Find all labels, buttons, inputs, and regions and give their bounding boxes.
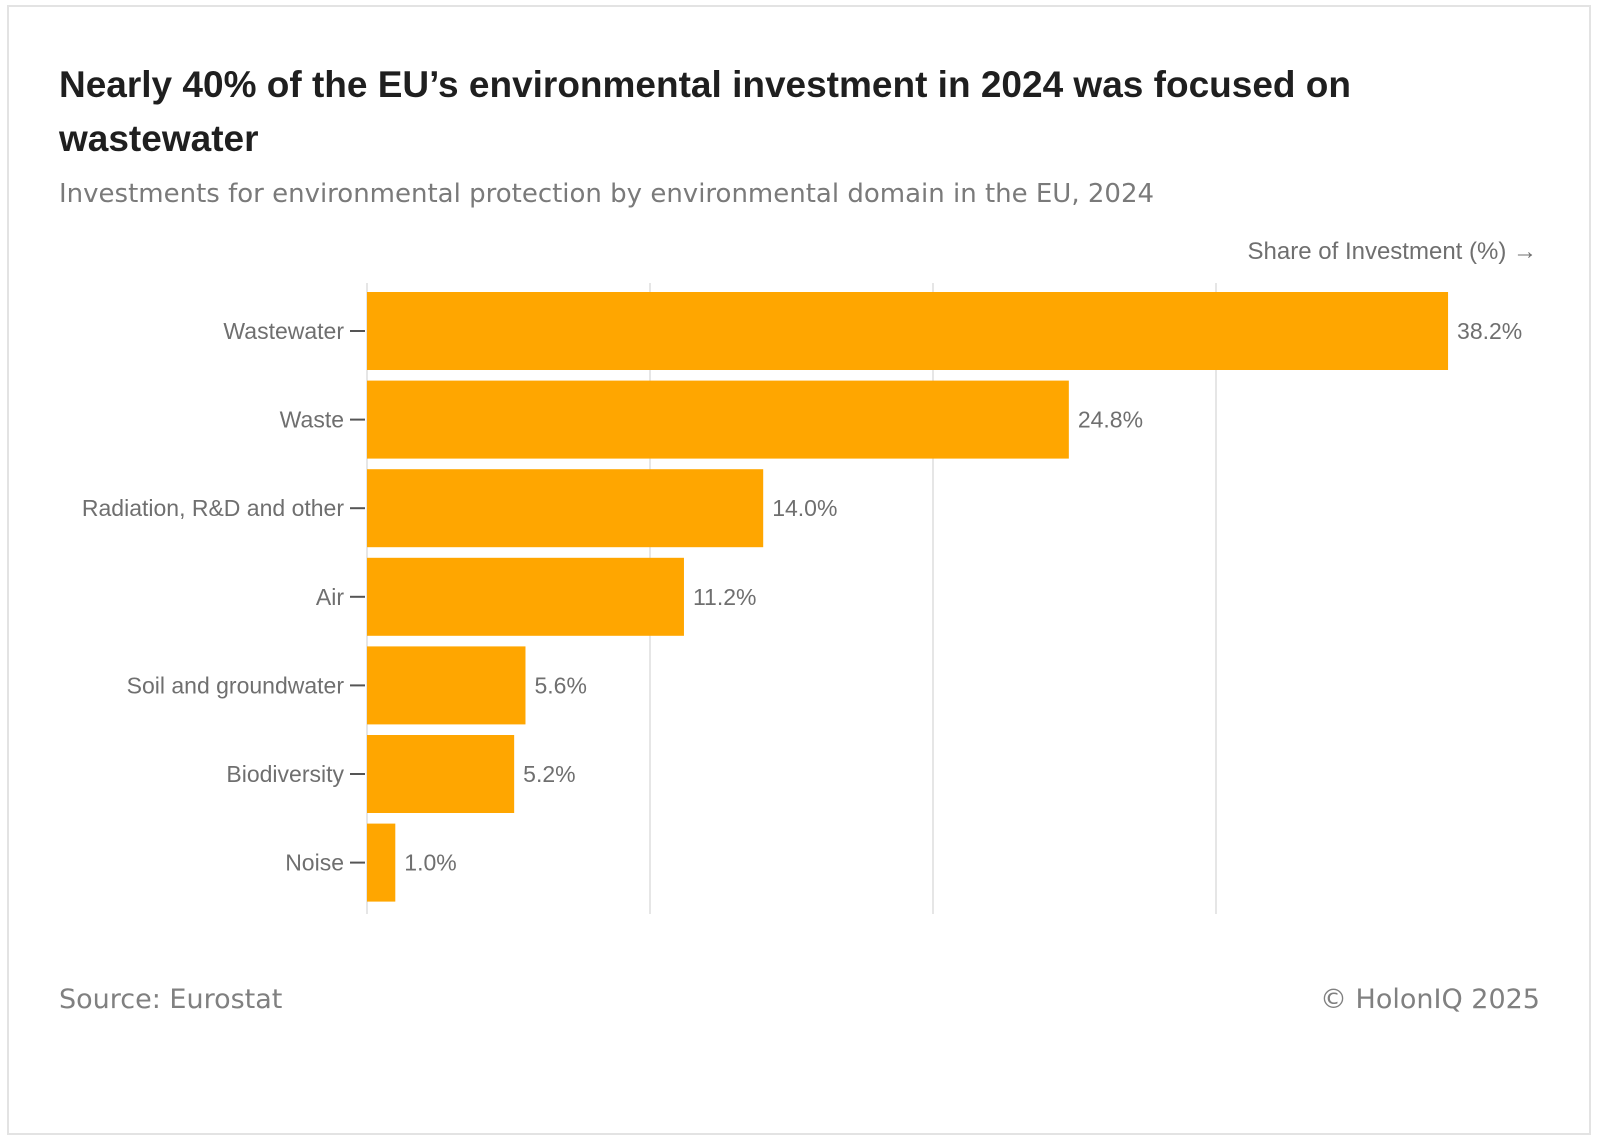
value-label-soil-and-groundwater: 5.6% [534, 672, 586, 698]
category-label-wastewater: Wastewater [223, 318, 344, 344]
value-label-noise: 1.0% [404, 850, 456, 876]
value-label-radiation-r-d-and-other: 14.0% [772, 495, 837, 521]
category-label-biodiversity: Biodiversity [226, 761, 344, 787]
x-axis-title: Share of Investment (%) → [1247, 238, 1537, 265]
chart-card [7, 5, 1591, 1135]
bar-noise [367, 823, 396, 902]
copyright-note: © HolonIQ 2025 [1319, 984, 1540, 1015]
bars [367, 292, 1449, 902]
category-label-air: Air [316, 584, 344, 610]
chart-title: Nearly 40% of the EU’s environmental inv… [59, 64, 1351, 159]
value-label-waste: 24.8% [1078, 407, 1143, 433]
labels: Wastewater 38.2% Waste 24.8% Radiation, R&D … [82, 318, 1522, 876]
bar-radiation-r-d-and-other [367, 469, 764, 548]
category-label-soil-and-groundwater: Soil and groundwater [127, 672, 345, 698]
bar-waste [367, 380, 1069, 459]
value-label-wastewater: 38.2% [1457, 318, 1522, 344]
chart-subtitle: Investments for environmental protection… [59, 179, 1155, 209]
category-label-waste: Waste [280, 407, 344, 433]
category-label-noise: Noise [285, 850, 344, 876]
bar-soil-and-groundwater [367, 646, 526, 725]
bar-biodiversity [367, 735, 515, 813]
value-label-biodiversity: 5.2% [523, 761, 575, 787]
value-label-air: 11.2% [693, 584, 757, 610]
bar-air [367, 557, 684, 636]
source-note: Source: Eurostat [59, 984, 283, 1015]
category-label-radiation-r-d-and-other: Radiation, R&D and other [82, 495, 344, 521]
bar-wastewater [367, 292, 1449, 370]
